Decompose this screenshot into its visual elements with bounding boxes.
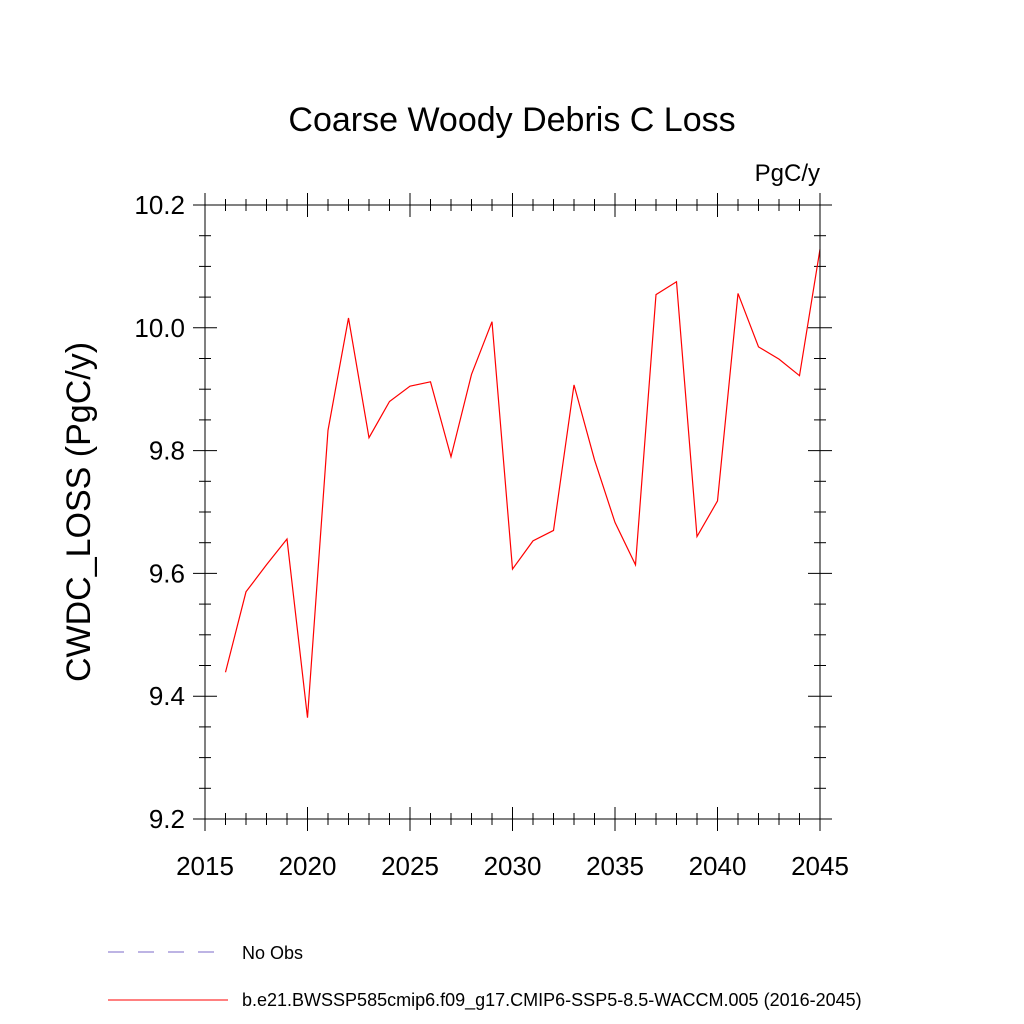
x-tick-label: 2035 <box>586 851 644 881</box>
minor-ticks <box>199 199 826 825</box>
major-ticks <box>193 193 832 831</box>
series-line <box>224 249 821 718</box>
y-axis-label: CWDC_LOSS (PgC/y) <box>60 342 98 682</box>
x-tick-label: 2040 <box>689 851 747 881</box>
legend-label-no-obs: No Obs <box>242 943 303 963</box>
units-label: PgC/y <box>755 160 820 187</box>
x-tick-label: 2025 <box>381 851 439 881</box>
plot-frame <box>204 204 821 820</box>
x-tick-label: 2020 <box>279 851 337 881</box>
legend: No Obs b.e21.BWSSP585cmip6.f09_g17.CMIP6… <box>108 943 862 1011</box>
tick-labels: 9.2 9.4 9.6 9.8 10.0 10.2 2015 2020 2025 2030 2035… <box>134 190 849 881</box>
y-tick-label: 9.4 <box>149 681 185 711</box>
y-tick-label: 9.2 <box>149 804 185 834</box>
chart-title: Coarse Woody Debris C Loss <box>288 101 735 139</box>
series-layer <box>224 249 821 718</box>
legend-label-model: b.e21.BWSSP585cmip6.f09_g17.CMIP6-SSP5-8… <box>242 990 862 1011</box>
y-tick-label: 9.8 <box>149 436 185 466</box>
y-tick-label: 9.6 <box>149 558 185 588</box>
x-tick-label: 2030 <box>484 851 542 881</box>
y-tick-label: 10.2 <box>134 190 185 220</box>
x-tick-label: 2045 <box>791 851 849 881</box>
x-tick-label: 2015 <box>176 851 234 881</box>
y-tick-label: 10.0 <box>134 313 185 343</box>
